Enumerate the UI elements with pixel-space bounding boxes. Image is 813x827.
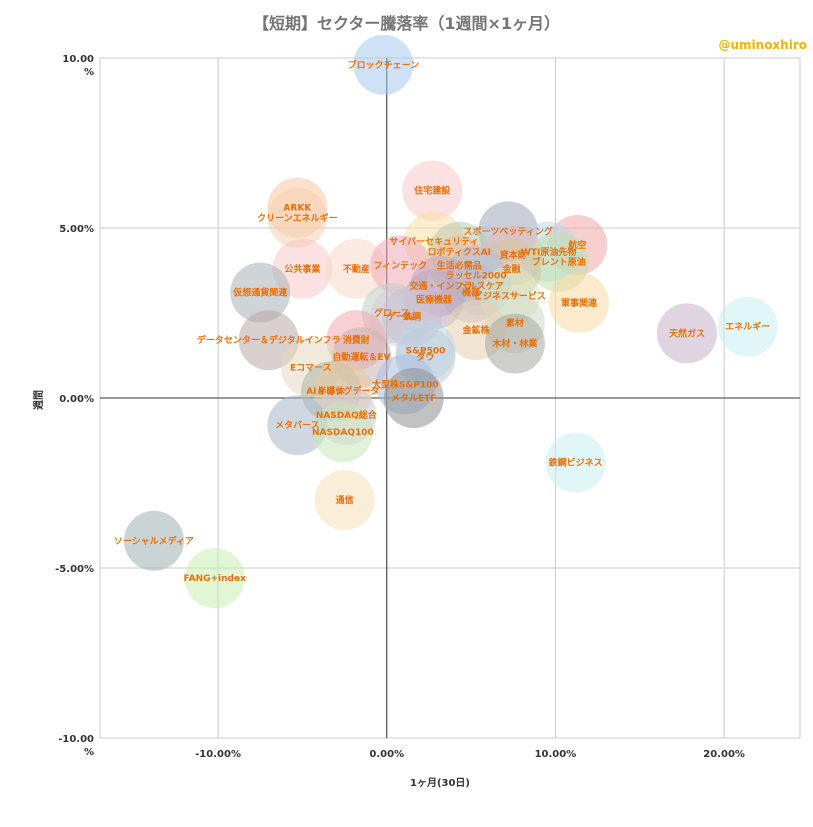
data-label: 生活必需品 bbox=[437, 259, 482, 271]
data-point bbox=[267, 395, 328, 456]
data-point bbox=[402, 160, 463, 221]
data-label: データセンター＆デジタルインフラ bbox=[197, 334, 341, 346]
data-label: 自動運転＆EV bbox=[332, 351, 390, 363]
data-label: メタバース bbox=[275, 419, 320, 431]
x-axis-title: 1ヶ月(30日) bbox=[410, 777, 470, 789]
data-label: 大型株S&P100 bbox=[372, 378, 439, 390]
data-label: 金鉱株 bbox=[462, 324, 491, 336]
y-tick-label: 0.00% bbox=[59, 394, 94, 405]
data-point bbox=[353, 34, 414, 95]
x-tick-label: 0.00% bbox=[369, 749, 404, 760]
data-point bbox=[312, 402, 373, 462]
data-label: 交通・インフラ bbox=[409, 280, 472, 292]
data-label: 軍事関連 bbox=[561, 297, 598, 309]
data-label: NASDAQ総合 bbox=[316, 409, 378, 421]
data-label: 不動産 bbox=[343, 263, 370, 275]
data-point bbox=[230, 262, 291, 323]
y-tick-label: -5.00% bbox=[55, 564, 94, 575]
data-label: ロボティクスAI bbox=[428, 246, 492, 258]
data-point bbox=[383, 368, 444, 428]
data-label: ラッセル2000 bbox=[446, 271, 507, 282]
data-label: クリーンエネルギー bbox=[257, 212, 338, 224]
data-point bbox=[267, 187, 328, 248]
data-point bbox=[326, 238, 387, 299]
x-tick-label: 20.00% bbox=[703, 749, 745, 760]
data-point bbox=[549, 272, 610, 333]
data-label: S&P500 bbox=[406, 346, 446, 356]
data-label: AI＆ビッグデータ bbox=[306, 385, 379, 397]
data-label: 素材 bbox=[506, 317, 524, 329]
data-label: 木材・林業 bbox=[491, 338, 538, 350]
data-point bbox=[123, 510, 184, 571]
data-label: ヘルスケア bbox=[459, 281, 504, 292]
y-tick-label: 5.00% bbox=[59, 224, 94, 235]
data-label: エネルギー bbox=[725, 321, 770, 333]
data-label: サイバーセキュリティ bbox=[389, 237, 478, 248]
data-point bbox=[184, 548, 245, 609]
x-tick-label: 10.00% bbox=[535, 749, 577, 760]
data-point bbox=[484, 313, 545, 374]
data-label: ブロックチェーン bbox=[348, 59, 420, 71]
data-label: NASDAQ100 bbox=[312, 428, 374, 438]
data-label: FANG+index bbox=[184, 574, 247, 584]
data-point bbox=[717, 296, 778, 357]
data-label: ソーシャルメディア bbox=[114, 535, 194, 547]
data-label: 通信 bbox=[336, 494, 354, 506]
y-axis-title: 週間 bbox=[33, 390, 45, 410]
data-label: 消費財 bbox=[343, 334, 370, 346]
data-label: 住宅建設 bbox=[414, 185, 451, 197]
chart-title: 【短期】セクター騰落率（1週間×1ヶ月） bbox=[252, 14, 561, 33]
data-label: 仮想通貨関連 bbox=[232, 287, 288, 299]
data-label: ダウ bbox=[417, 351, 435, 363]
data-label: メタルETF bbox=[391, 392, 436, 404]
data-label: 天然ガス bbox=[669, 327, 705, 339]
data-label: 航空 bbox=[568, 239, 586, 251]
data-label: フィンテック bbox=[373, 260, 427, 271]
data-label: Eコマース bbox=[290, 362, 332, 373]
y-tick-label: -10.00% bbox=[58, 734, 94, 758]
data-label: 医療機器 bbox=[416, 293, 453, 305]
y-tick-label: 10.00% bbox=[62, 54, 94, 78]
data-label: 鉄鋼ビジネス bbox=[549, 457, 603, 469]
data-label: 機器 bbox=[462, 287, 481, 299]
data-point bbox=[545, 432, 606, 493]
data-label: グロース bbox=[374, 307, 410, 319]
data-point bbox=[656, 303, 717, 364]
data-label: 半導体 bbox=[318, 385, 346, 397]
data-label: 金融 bbox=[502, 263, 521, 275]
data-label: ブレント原油 bbox=[532, 256, 586, 268]
data-point bbox=[314, 470, 375, 530]
x-tick-label: -10.00% bbox=[195, 749, 241, 760]
data-label: ビジネスサービス bbox=[474, 290, 546, 302]
data-label: ゲーム bbox=[387, 310, 414, 322]
data-label: 公共事業 bbox=[284, 263, 321, 275]
data-label: 資本財 bbox=[500, 249, 527, 261]
data-label: WTI原油先物 bbox=[521, 246, 576, 258]
data-label: ARKK bbox=[283, 204, 312, 214]
data-label: スポーツベッティング bbox=[464, 225, 553, 237]
watermark: @uminoxhiro bbox=[718, 38, 807, 52]
data-label: 鉄鋼 bbox=[403, 310, 421, 322]
